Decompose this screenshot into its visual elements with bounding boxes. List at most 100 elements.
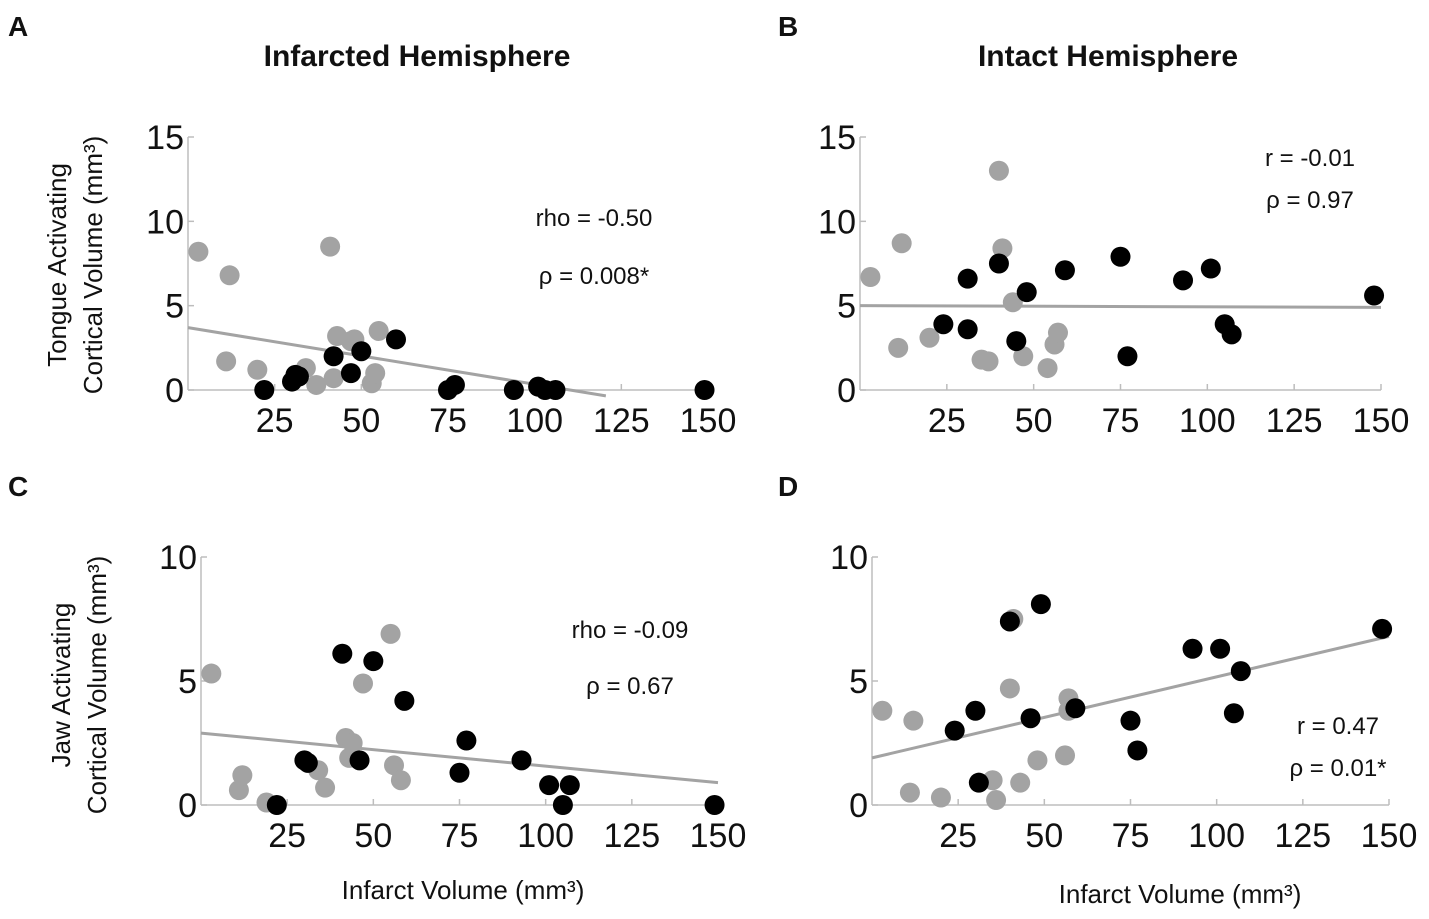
x-tick-label: 25 <box>928 402 966 440</box>
y-tick-label: 5 <box>165 288 184 326</box>
gray-data-point <box>320 236 341 257</box>
panel-letter-d: D <box>778 471 798 502</box>
gray-data-point <box>1013 346 1034 367</box>
gray-data-point <box>999 678 1020 699</box>
gray-data-point <box>390 770 411 791</box>
stat-annotation: ρ = 0.67 <box>586 673 674 700</box>
black-data-point <box>288 366 309 387</box>
gray-data-point <box>380 623 401 644</box>
plot-b: 0 5 10 15 25 50 75 100 125 150 r = -0.01 ρ = 0.97 <box>818 119 1409 440</box>
black-data-point <box>552 795 573 815</box>
gray-data-point <box>1010 772 1031 793</box>
x-label-c: Infarct Volume (mm³) <box>342 875 585 905</box>
gray-data-point <box>201 663 222 684</box>
gray-data-point <box>368 320 389 341</box>
black-data-point <box>449 762 470 783</box>
gray-data-point <box>988 160 1009 181</box>
y-tick-label: 15 <box>818 119 856 157</box>
black-data-point <box>1120 710 1141 731</box>
gray-data-point <box>315 777 336 798</box>
black-data-point <box>957 268 978 289</box>
gray-data-point <box>228 780 249 801</box>
black-data-point <box>965 700 986 721</box>
plot-d: 0 5 10 25 50 75 100 125 150 r = 0.47 ρ = 0.01* <box>830 539 1417 855</box>
stat-annotation: ρ = 0.008* <box>539 263 649 290</box>
black-data-point <box>340 363 361 384</box>
black-data-point <box>1364 285 1385 306</box>
gray-data-point <box>860 266 881 287</box>
gray-data-point <box>188 241 209 262</box>
black-data-point <box>363 651 384 672</box>
gray-data-point <box>919 327 940 348</box>
gray-data-point <box>992 238 1013 259</box>
x-tick-label: 150 <box>1361 817 1418 855</box>
tongue-y-label: Tongue Activating Cortical Volume (mm³) <box>42 136 108 395</box>
x-tick-label: 25 <box>256 402 294 440</box>
x-tick-label: 150 <box>680 402 737 440</box>
gray-data-point <box>216 351 237 372</box>
x-tick-label: 75 <box>1102 402 1140 440</box>
y-tick-label: 5 <box>849 663 868 701</box>
black-data-point <box>694 380 715 400</box>
x-tick-label: 25 <box>268 817 306 855</box>
black-data-point <box>1173 270 1194 291</box>
black-data-point <box>1110 246 1131 267</box>
black-data-point <box>559 775 580 796</box>
stat-annotation: ρ = 0.97 <box>1266 187 1354 214</box>
gray-data-point <box>352 673 373 694</box>
x-tick-label: 50 <box>354 817 392 855</box>
gray-data-point <box>1027 750 1048 771</box>
y-tick-label: 0 <box>849 787 868 825</box>
y-tick-label: 10 <box>818 203 856 241</box>
gray-data-point <box>872 700 893 721</box>
gray-data-point <box>1047 322 1068 343</box>
tongue-y-label-line1: Tongue Activating <box>42 163 72 367</box>
gray-data-point <box>903 710 924 731</box>
y-tick-label: 10 <box>146 203 184 241</box>
title-infarcted-hemisphere: Infarcted Hemisphere <box>264 40 571 73</box>
panel-letter-a: A <box>8 11 28 42</box>
black-data-point <box>1200 258 1221 279</box>
black-data-point <box>933 314 954 335</box>
black-data-point <box>1016 282 1037 303</box>
black-data-point <box>386 329 406 350</box>
stat-annotation: rho = -0.50 <box>536 205 653 232</box>
x-label-d: Infarct Volume (mm³) <box>1059 879 1302 909</box>
black-data-point <box>988 253 1009 274</box>
black-data-point <box>1210 638 1231 659</box>
gray-data-point <box>986 790 1007 811</box>
y-tick-label: 0 <box>165 372 184 410</box>
x-tick-label: 50 <box>342 402 380 440</box>
black-data-point <box>1117 346 1138 367</box>
gray-data-point <box>888 337 909 358</box>
y-tick-label: 0 <box>837 372 856 410</box>
jaw-y-label-line2: Cortical Volume (mm³) <box>82 556 112 815</box>
gray-data-point <box>1055 745 1076 766</box>
black-data-point <box>1054 260 1075 281</box>
y-tick-label: 10 <box>159 539 197 577</box>
black-data-point <box>968 772 989 793</box>
black-data-point <box>1127 740 1148 761</box>
gray-data-point <box>323 368 344 389</box>
black-data-point <box>1223 703 1244 724</box>
stat-annotation: ρ = 0.01* <box>1289 755 1386 782</box>
stat-annotation: rho = -0.09 <box>572 617 689 644</box>
black-data-point <box>351 341 372 362</box>
gray-data-point <box>899 782 920 803</box>
tongue-y-label-line2: Cortical Volume (mm³) <box>78 136 108 395</box>
x-tick-label: 150 <box>1353 402 1410 440</box>
black-data-point <box>394 690 415 711</box>
x-tick-label: 100 <box>1179 402 1236 440</box>
black-data-point <box>332 643 353 664</box>
gray-data-point <box>384 755 405 776</box>
jaw-y-label: Jaw Activating Cortical Volume (mm³) <box>46 556 112 815</box>
gray-data-point <box>247 359 268 380</box>
panel-letter-c: C <box>8 471 28 502</box>
black-data-point <box>503 380 524 400</box>
x-tick-label: 75 <box>1112 817 1150 855</box>
black-data-point <box>704 795 725 815</box>
x-tick-label: 125 <box>1274 817 1331 855</box>
black-data-point <box>1006 331 1027 352</box>
y-tick-label: 15 <box>146 119 184 157</box>
